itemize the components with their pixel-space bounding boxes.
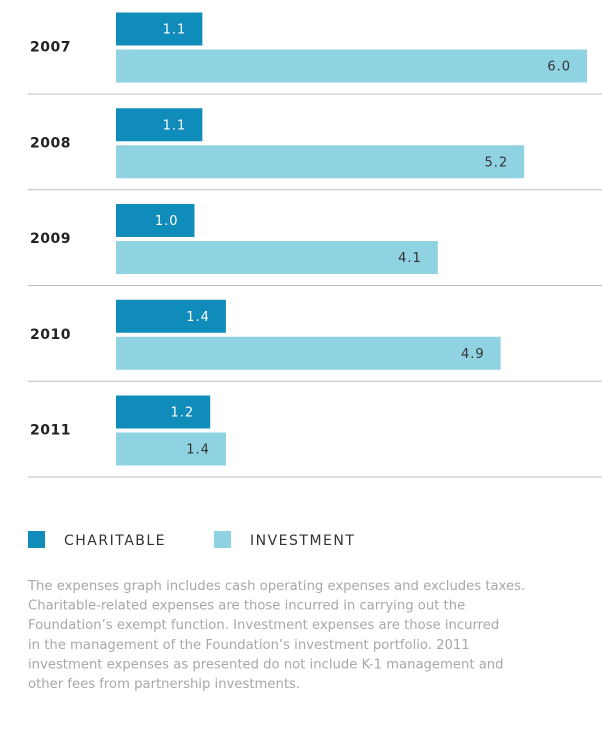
bar xyxy=(116,12,203,46)
footnote-line: Charitable-related expenses are those in… xyxy=(28,599,465,614)
category-label: 2009 xyxy=(30,231,71,247)
bar xyxy=(116,241,438,274)
legend-swatch xyxy=(28,531,45,548)
value-label: 4.1 xyxy=(398,251,422,266)
category-label: 2011 xyxy=(30,423,71,439)
footnote-line: Foundation’s exempt function. Investment… xyxy=(28,618,499,633)
value-label: 1.4 xyxy=(186,443,210,458)
value-label: 6.0 xyxy=(547,60,571,75)
bar xyxy=(116,49,587,83)
value-label: 1.1 xyxy=(163,118,187,133)
footnote-line: The expenses graph includes cash operati… xyxy=(27,579,525,594)
legend-swatch xyxy=(214,531,231,548)
bar xyxy=(116,108,203,142)
category-label: 2008 xyxy=(30,135,71,151)
footnote-line: other fees from partnership investments. xyxy=(28,677,300,692)
category-label: 2010 xyxy=(30,327,71,343)
bar xyxy=(116,145,525,179)
bar xyxy=(116,204,195,237)
bar xyxy=(116,299,226,333)
value-label: 1.0 xyxy=(155,214,179,229)
bar xyxy=(116,336,501,370)
bar xyxy=(116,432,226,466)
value-label: 1.4 xyxy=(186,310,210,325)
value-label: 1.2 xyxy=(171,406,195,421)
footnote-line: in the management of the Foundation’s in… xyxy=(28,638,470,653)
legend-label: INVESTMENT xyxy=(250,533,355,549)
legend-label: CHARITABLE xyxy=(64,533,166,549)
value-label: 5.2 xyxy=(485,155,509,170)
footnote-line: investment expenses as presented do not … xyxy=(28,657,504,672)
category-label: 2007 xyxy=(30,40,71,56)
value-label: 4.9 xyxy=(461,347,485,362)
value-label: 1.1 xyxy=(163,23,187,38)
bar xyxy=(116,395,211,429)
